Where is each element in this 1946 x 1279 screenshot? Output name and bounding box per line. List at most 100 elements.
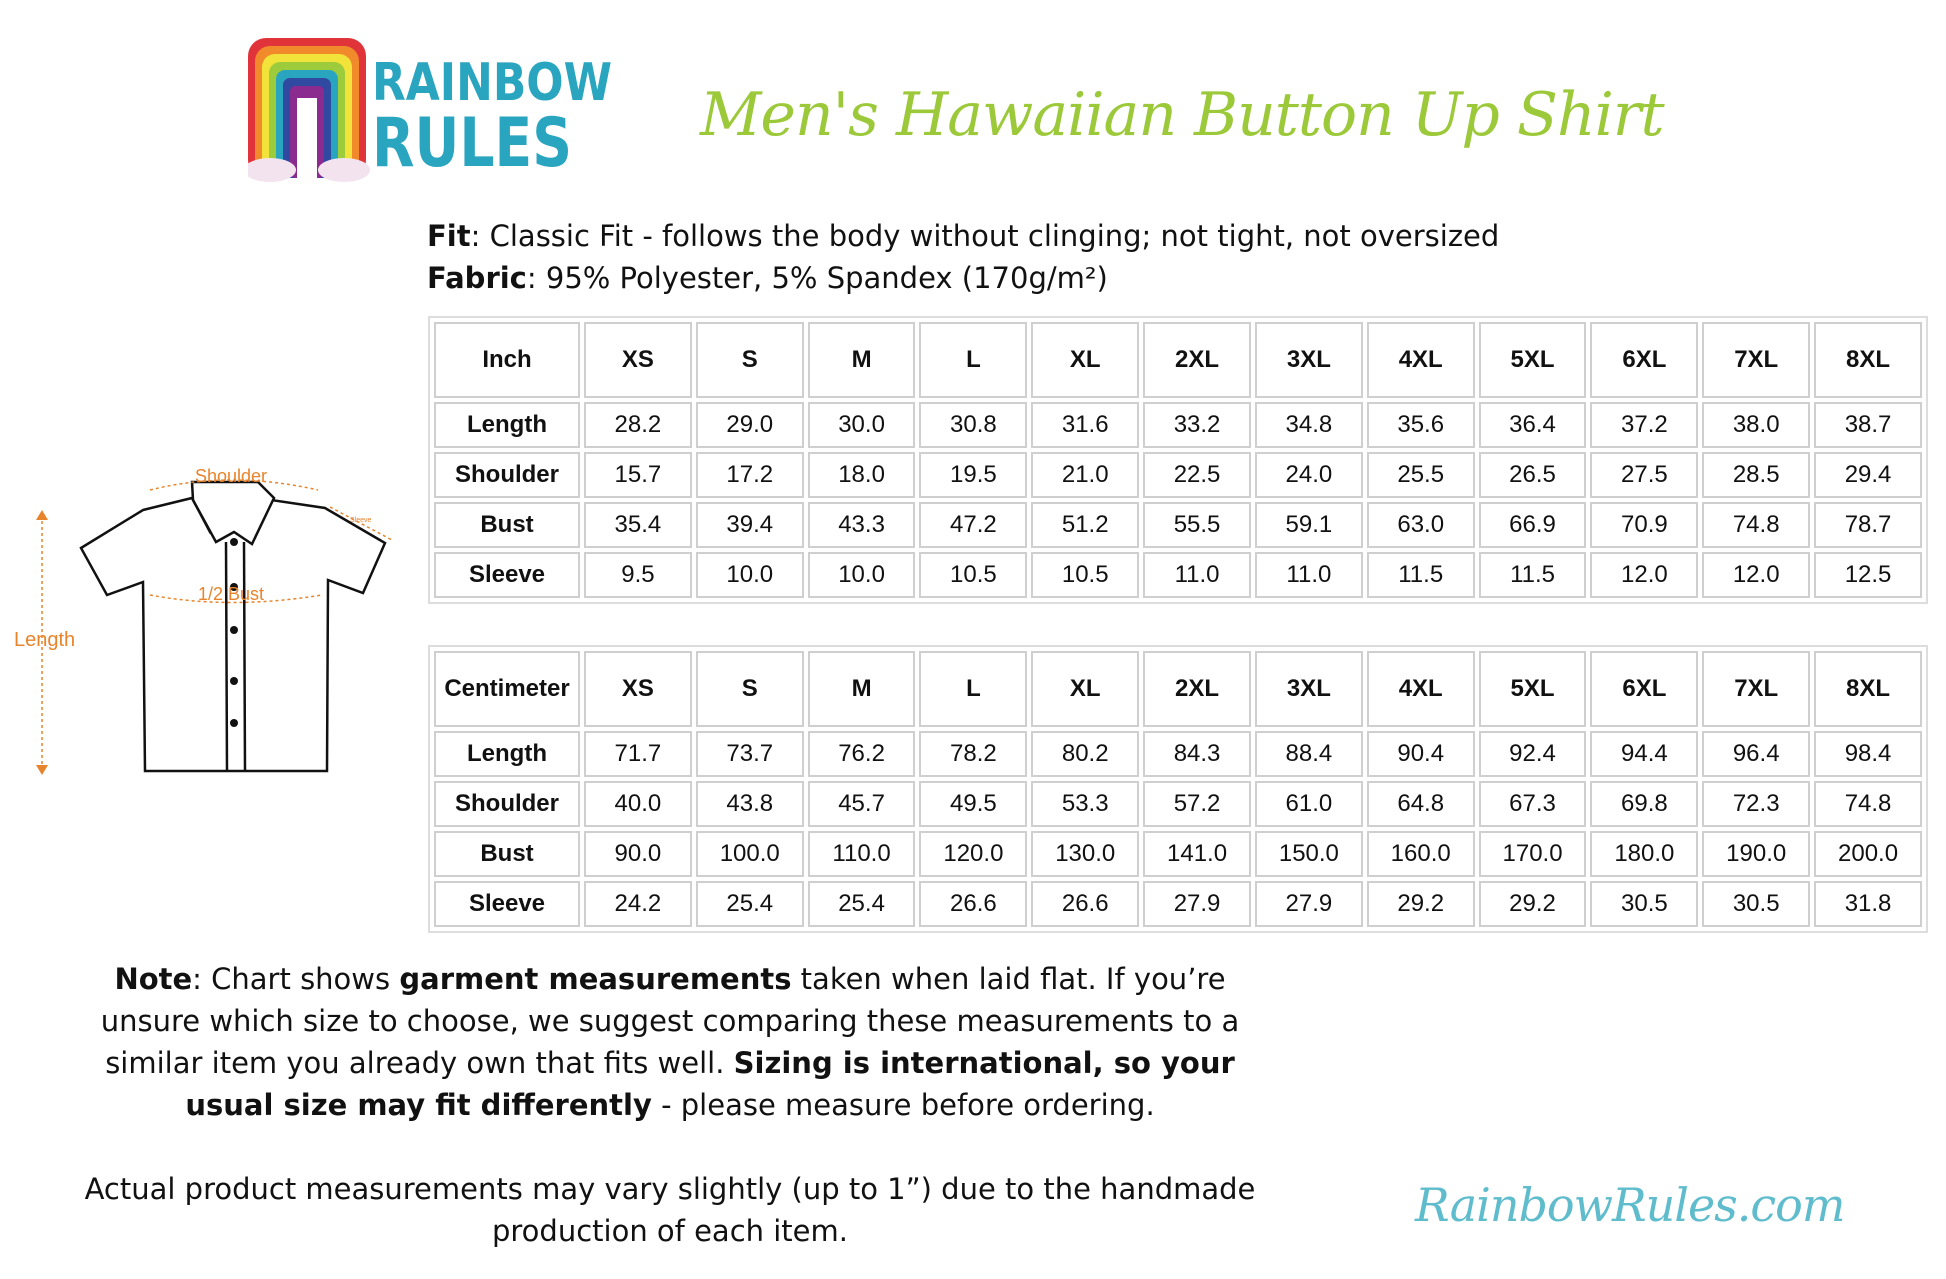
size-header: 4XL [1366, 322, 1475, 398]
product-specs: Fit: Classic Fit - follows the body with… [427, 215, 1927, 299]
table-cell: 31.8 [1814, 881, 1922, 927]
table-cell: 73.7 [695, 731, 804, 777]
fabric-label: Fabric [427, 261, 527, 295]
table-cell: 64.8 [1366, 781, 1475, 827]
table-cell: 88.4 [1254, 731, 1363, 777]
unit-header: Centimeter [434, 651, 580, 727]
table-cell: 26.6 [1031, 881, 1140, 927]
table-cell: 21.0 [1031, 452, 1140, 498]
table-cell: 61.0 [1254, 781, 1363, 827]
table-header-row: Centimeter XS S M L XL 2XL 3XL 4XL 5XL 6XL 7XL 8XL [434, 651, 1922, 727]
table-cell: 120.0 [919, 831, 1028, 877]
size-header: 5XL [1478, 651, 1587, 727]
table-cell: 200.0 [1814, 831, 1922, 877]
size-header: 5XL [1478, 322, 1587, 398]
shoulder-label: Shoulder [195, 466, 267, 486]
size-header: S [695, 651, 804, 727]
table-cell: 170.0 [1478, 831, 1587, 877]
table-cell: 11.0 [1143, 552, 1251, 598]
table-cell: 43.3 [807, 502, 916, 548]
size-header: M [807, 322, 916, 398]
table-cell: 51.2 [1031, 502, 1140, 548]
size-header: 3XL [1254, 651, 1363, 727]
size-header: L [919, 322, 1028, 398]
table-row: Bust 35.4 39.4 43.3 47.2 51.2 55.5 59.1 63.0 66.9… [434, 502, 1922, 548]
table-cell: 43.8 [695, 781, 804, 827]
row-label: Sleeve [434, 881, 580, 927]
size-header: 8XL [1814, 322, 1922, 398]
table-cell: 110.0 [807, 831, 916, 877]
table-cell: 94.4 [1590, 731, 1699, 777]
table-cell: 38.0 [1702, 402, 1811, 448]
table-cell: 15.7 [584, 452, 692, 498]
table-cell: 29.4 [1814, 452, 1922, 498]
table-cell: 26.5 [1478, 452, 1587, 498]
table-cell: 34.8 [1254, 402, 1363, 448]
row-label: Bust [434, 502, 580, 548]
note-text: : Chart shows [192, 962, 400, 996]
table-cell: 27.9 [1254, 881, 1363, 927]
size-header: XL [1031, 322, 1140, 398]
table-cell: 98.4 [1814, 731, 1922, 777]
table-cell: 28.2 [584, 402, 692, 448]
size-header: XL [1031, 651, 1140, 727]
table-cell: 10.5 [1031, 552, 1140, 598]
table-cell: 150.0 [1254, 831, 1363, 877]
table-row: Bust 90.0 100.0 110.0 120.0 130.0 141.0 150.0 16… [434, 831, 1922, 877]
table-cell: 27.9 [1143, 881, 1251, 927]
table-cell: 63.0 [1366, 502, 1475, 548]
table-cell: 35.4 [584, 502, 692, 548]
table-cell: 27.5 [1590, 452, 1699, 498]
disclaimer: Actual product measurements may vary sli… [84, 1172, 1256, 1248]
table-cell: 70.9 [1590, 502, 1699, 548]
note-bold: Sizing is international, so your usual s… [185, 1046, 1235, 1122]
table-cell: 90.4 [1366, 731, 1475, 777]
table-cell: 10.0 [695, 552, 804, 598]
table-header-row: Inch XS S M L XL 2XL 3XL 4XL 5XL 6XL 7XL 8XL [434, 322, 1922, 398]
table-cell: 74.8 [1814, 781, 1922, 827]
table-cell: 9.5 [584, 552, 692, 598]
table-cell: 35.6 [1366, 402, 1475, 448]
row-label: Shoulder [434, 452, 580, 498]
table-cell: 24.2 [584, 881, 692, 927]
table-cell: 180.0 [1590, 831, 1699, 877]
table-cell: 72.3 [1702, 781, 1811, 827]
fit-value: : Classic Fit - follows the body without… [470, 219, 1500, 253]
sleeve-label: Sleeve [350, 517, 372, 524]
length-label: Length [14, 629, 75, 651]
table-cell: 29.0 [695, 402, 804, 448]
table-cell: 78.7 [1814, 502, 1922, 548]
size-header: 7XL [1702, 322, 1811, 398]
table-cell: 18.0 [807, 452, 916, 498]
table-row: Sleeve 9.5 10.0 10.0 10.5 10.5 11.0 11.0 11.5 11.… [434, 552, 1922, 598]
table-cell: 67.3 [1478, 781, 1587, 827]
table-cell: 190.0 [1702, 831, 1811, 877]
row-label: Bust [434, 831, 580, 877]
row-label: Shoulder [434, 781, 580, 827]
note-text: - please measure before ordering. [651, 1088, 1155, 1122]
table-row: Length 71.7 73.7 76.2 78.2 80.2 84.3 88.4 90.4 92… [434, 731, 1922, 777]
table-cell: 30.8 [919, 402, 1028, 448]
table-cell: 53.3 [1031, 781, 1140, 827]
table-cell: 92.4 [1478, 731, 1587, 777]
fit-line: Fit: Classic Fit - follows the body with… [427, 215, 1927, 257]
table-cell: 160.0 [1366, 831, 1475, 877]
size-header: S [695, 322, 804, 398]
table-cell: 17.2 [695, 452, 804, 498]
size-header: M [807, 651, 916, 727]
table-cell: 11.5 [1478, 552, 1587, 598]
rainbow-rules-logo: RAINBOW RULES [244, 38, 618, 184]
table-cell: 10.5 [919, 552, 1028, 598]
inch-size-table: Inch XS S M L XL 2XL 3XL 4XL 5XL 6XL 7XL 8XL Length 28… [428, 316, 1928, 604]
size-header: XS [584, 651, 692, 727]
table-cell: 10.0 [807, 552, 916, 598]
cm-size-table: Centimeter XS S M L XL 2XL 3XL 4XL 5XL 6XL 7XL 8XL Le… [428, 645, 1928, 933]
table-cell: 90.0 [584, 831, 692, 877]
size-header: XS [584, 322, 692, 398]
row-label: Sleeve [434, 552, 580, 598]
table-cell: 28.5 [1702, 452, 1811, 498]
table-cell: 11.5 [1366, 552, 1475, 598]
row-label: Length [434, 731, 580, 777]
size-header: 7XL [1702, 651, 1811, 727]
size-header: L [919, 651, 1028, 727]
